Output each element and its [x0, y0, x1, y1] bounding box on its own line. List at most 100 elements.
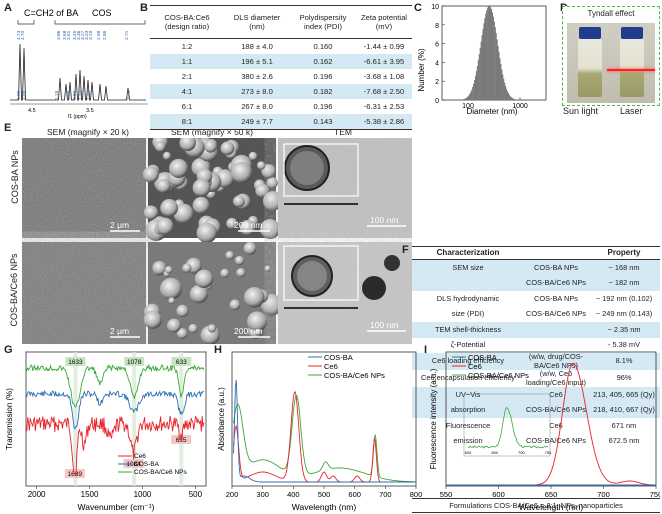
- table-cell: absorption: [412, 402, 524, 418]
- nmr-integral: 1.19: [54, 90, 60, 100]
- panel-label-a: A: [4, 2, 12, 14]
- size-bar: [505, 88, 508, 100]
- table-cell: ζ-Potential: [450, 340, 486, 349]
- panel-label-b: B: [140, 2, 148, 14]
- table-cell: Ce6 encapsulation efficiency: [421, 373, 515, 383]
- size-bar: [493, 21, 495, 101]
- table-cell: 4:1: [150, 84, 224, 99]
- size-bar: [500, 64, 502, 100]
- size-bar: [487, 7, 489, 101]
- size-bar: [463, 98, 465, 100]
- sem-particle: [220, 268, 230, 278]
- sem-particle: [156, 178, 171, 193]
- size-bar: [508, 94, 510, 100]
- table-cell: 0.196: [313, 72, 333, 81]
- size-bar: [494, 27, 496, 101]
- ftir-mark-bottom: 635: [176, 437, 187, 444]
- panel-label-h: H: [214, 344, 222, 356]
- size-distribution-chart: 0 2 4 6 8 10 100 1000 Number (%) Diameter (nm): [417, 4, 547, 116]
- th-dls: DLS diameter (nm): [224, 5, 290, 39]
- sem-particle: [262, 191, 283, 211]
- sem-particle: [173, 203, 194, 224]
- g-legend-item: Ce6: [134, 453, 146, 460]
- tem-ce6-particle-core: [297, 261, 327, 291]
- c-ytick: 2: [435, 79, 439, 86]
- size-bar: [489, 7, 492, 100]
- size-bar: [497, 45, 499, 100]
- table-row: Fluorescence Ce6 671 nm: [412, 418, 660, 434]
- nmr-peak-label: 3.23: [84, 30, 90, 40]
- i-xtick: 550: [440, 490, 453, 499]
- table-cell: 273 ± 8.0: [224, 84, 290, 99]
- h-xlabel: Wavelength (nm): [292, 502, 357, 512]
- h-legend-item: Ce6: [324, 362, 338, 371]
- size-bar: [476, 65, 479, 100]
- sem-particle: [179, 138, 196, 152]
- table-cell: 671 nm: [611, 420, 637, 430]
- i-xtick: 700: [597, 490, 610, 499]
- sem-particle: [176, 328, 188, 339]
- size-bar: [480, 41, 482, 100]
- c-xlabel: Diameter (nm): [466, 107, 517, 116]
- table-cell: 196 ± 5.1: [224, 54, 290, 69]
- sem-particle: [160, 198, 179, 217]
- size-bar: [502, 74, 504, 100]
- i-xtick: 750: [650, 490, 660, 499]
- panel-label-e: E: [4, 122, 12, 134]
- characterization-table: Characterization Property SEM size COS-BA…: [412, 246, 660, 449]
- tem-ce6-blob2: [384, 255, 400, 271]
- table-cell: COS-BA/Ce6 NPs: [526, 309, 586, 318]
- sem-particle: [226, 217, 238, 230]
- vial-left: [578, 39, 602, 97]
- table-cell: COS-BA NPs: [534, 293, 578, 303]
- size-bar: [471, 89, 473, 100]
- table-cell: 249 ± 7.7: [224, 114, 290, 130]
- table-cell: ~ 168 nm: [588, 259, 660, 276]
- size-bar: [470, 91, 472, 100]
- size-bar: [472, 86, 474, 100]
- table-cell: 0.143: [290, 114, 356, 130]
- size-bar: [498, 52, 500, 100]
- table-cell: 188 ± 4.0: [241, 42, 273, 51]
- size-bar: [514, 99, 516, 100]
- nmr-tick-35: 3.5: [86, 108, 94, 114]
- sem-particle: [256, 161, 266, 170]
- table-cell: - 5.38 mV: [607, 340, 641, 349]
- nmr-peak-label: 3.36: [76, 30, 82, 40]
- scale-100nm-2: 100 nm: [370, 320, 398, 330]
- size-bar: [474, 75, 477, 100]
- nmr-peak-label: 2.86: [102, 30, 108, 40]
- table-cell: emission: [453, 436, 483, 445]
- sem-particle: [260, 218, 281, 240]
- c-ytick: 0: [435, 98, 439, 105]
- absorbance-chart: 200 300 400 500 600 700 800 Absorbance (a.u.) …: [217, 351, 422, 512]
- ftir-mark-top: 1633: [68, 359, 83, 366]
- microscopy-grid: 2 μm 2 μm 200 nm 200 nm 100 nm 100 nm: [22, 138, 412, 344]
- nmr-xlabel: f1 (ppm): [68, 114, 87, 120]
- sem-particle: [192, 196, 210, 214]
- size-bar: [467, 96, 469, 100]
- table-cell: 8:1: [150, 114, 224, 130]
- table-cell: Ce6 loading efficiency: [412, 353, 524, 370]
- c-ytick: 4: [435, 60, 439, 67]
- sem-particle: [192, 178, 211, 197]
- ftir-mark-bottom: 1084: [126, 461, 141, 468]
- sem-particle: [220, 141, 235, 156]
- table-row: 2:1 380 ± 2.6 0.196 -3.68 ± 1.08: [150, 69, 412, 84]
- table-cell: COS-BA/Ce6 NPs: [524, 402, 588, 418]
- sem-particle: [196, 222, 218, 244]
- nmr-peak-label: 3.61: [66, 30, 72, 40]
- scale-200nm-2: 200 nm: [234, 326, 262, 336]
- vial-cap-right: [621, 27, 643, 39]
- h-xtick: 200: [226, 490, 239, 499]
- sem-particle: [204, 139, 218, 153]
- table-cell: -6.61 ± 3.95: [356, 54, 412, 69]
- h-ylabel: Absorbance (a.u.): [217, 387, 226, 451]
- g-xtick: 1000: [134, 490, 152, 499]
- h-xtick: 700: [379, 490, 392, 499]
- size-bar: [496, 39, 498, 100]
- sem-particle: [143, 310, 162, 329]
- table-cell: 0.160: [313, 42, 333, 51]
- table-cell: COS-BA/Ce6 NPs: [524, 275, 588, 291]
- table-cell: ~ 2.35 nm: [588, 322, 660, 338]
